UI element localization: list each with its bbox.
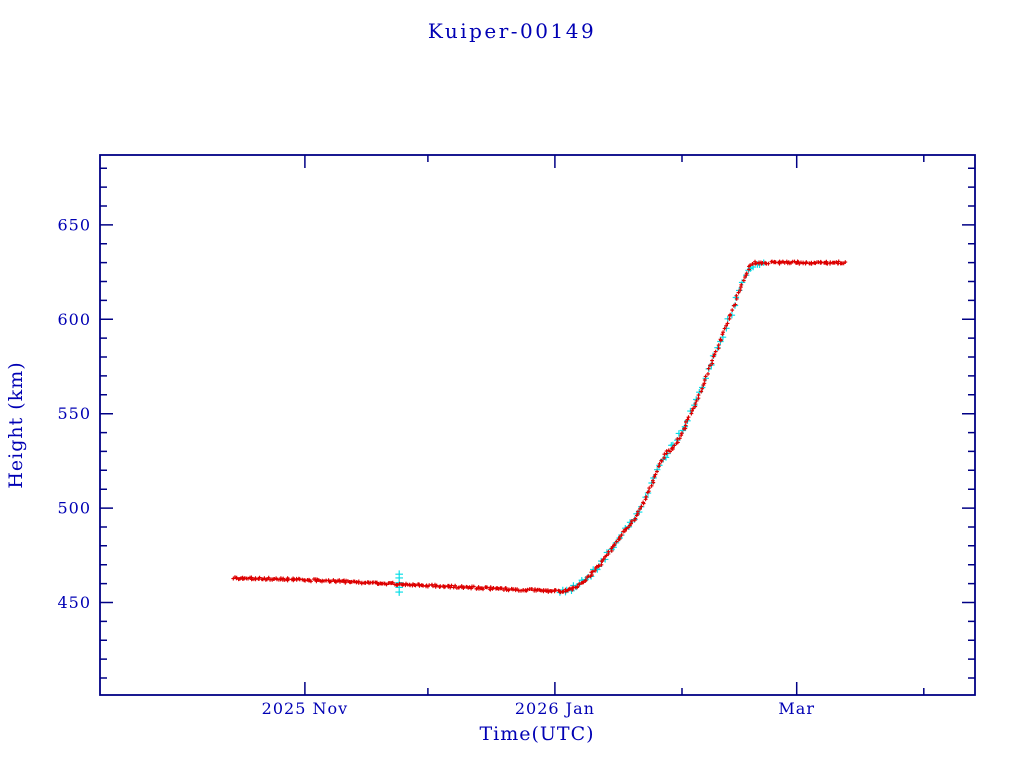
y-tick-label: 550 xyxy=(57,404,91,423)
x-axis-label: Time(UTC) xyxy=(479,723,594,745)
x-tick-label: Mar xyxy=(778,699,815,718)
y-axis-label: Height (km) xyxy=(5,361,27,488)
red-track-points xyxy=(231,259,848,595)
axes-layer: 2025 Nov 2026 Jan Mar 450 500 550 600 650 xyxy=(57,154,976,718)
y-tick-label: 650 xyxy=(57,215,91,234)
cyan-underlay-points xyxy=(395,259,767,596)
plot-frame xyxy=(99,154,976,696)
chart-title: Kuiper-00149 xyxy=(428,19,596,43)
y-tick-label: 450 xyxy=(57,593,91,612)
data-points-layer xyxy=(231,259,848,596)
y-tick-label: 600 xyxy=(57,310,91,329)
x-tick-label: 2025 Nov xyxy=(262,699,348,718)
y-tick-label: 500 xyxy=(57,499,91,518)
x-tick-label: 2026 Jan xyxy=(515,699,595,718)
axis-ticks xyxy=(100,155,975,695)
